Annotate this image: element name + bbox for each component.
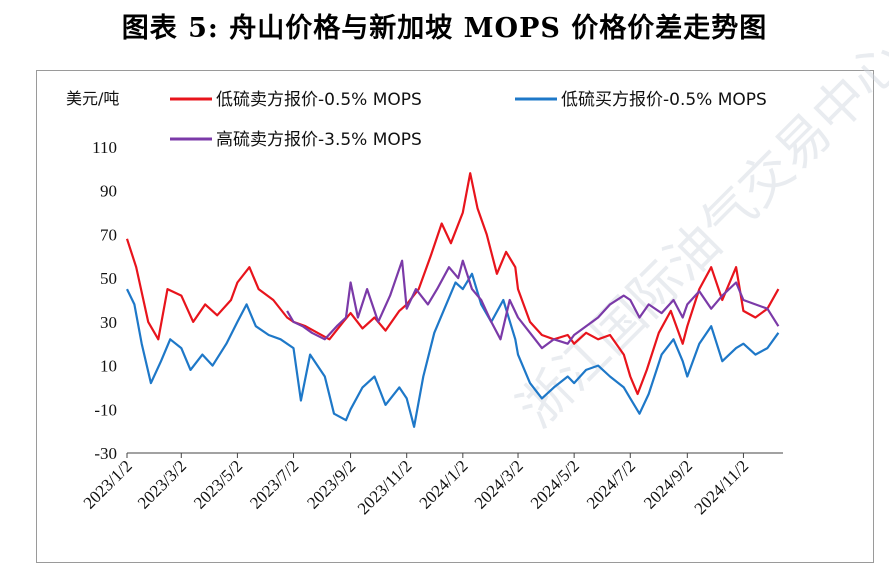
chart-frame	[36, 70, 874, 563]
x-tick-label: 2024/5/2	[527, 456, 583, 512]
y-axis-unit: 美元/吨	[66, 89, 119, 108]
y-tick-label: 10	[100, 357, 117, 376]
x-tick-label: 2024/7/2	[583, 456, 639, 512]
chart-title: 图表 5: 舟山价格与新加坡 MOPS 价格价差走势图	[121, 13, 768, 44]
series-line-2	[126, 272, 780, 428]
x-tick-label: 2024/1/2	[415, 456, 471, 512]
series-line-1	[125, 172, 780, 396]
x-tick-label: 2024/11/2	[691, 456, 753, 518]
legend-label-1: 低硫卖方报价-0.5% MOPS	[216, 90, 422, 110]
y-tick-label: 90	[100, 182, 117, 201]
x-tick-label: 2023/3/2	[134, 456, 190, 512]
y-tick-label: -30	[94, 444, 117, 463]
y-tick-label: 110	[92, 138, 117, 157]
x-tick-label: 2024/9/2	[640, 456, 696, 512]
y-tick-label: 30	[100, 313, 117, 332]
x-tick-label: 2024/3/2	[471, 456, 527, 512]
y-tick-label: 50	[100, 269, 117, 288]
x-tick-label: 2023/7/2	[246, 456, 302, 512]
x-tick-label: 2023/11/2	[354, 456, 416, 518]
legend: 低硫卖方报价-0.5% MOPS 低硫买方报价-0.5% MOPS 高硫卖方报价-3…	[170, 90, 767, 150]
y-tick-label: -10	[94, 400, 117, 419]
x-tick-label: 2023/1/2	[80, 456, 136, 512]
series-line-3	[286, 259, 780, 350]
y-tick-label: 70	[100, 225, 117, 244]
x-tick-label: 2023/5/2	[190, 456, 246, 512]
series-lines	[125, 172, 780, 428]
legend-label-2: 低硫买方报价-0.5% MOPS	[561, 90, 767, 110]
legend-label-3: 高硫卖方报价-3.5% MOPS	[216, 130, 422, 150]
x-tick-label: 2023/9/2	[303, 456, 359, 512]
